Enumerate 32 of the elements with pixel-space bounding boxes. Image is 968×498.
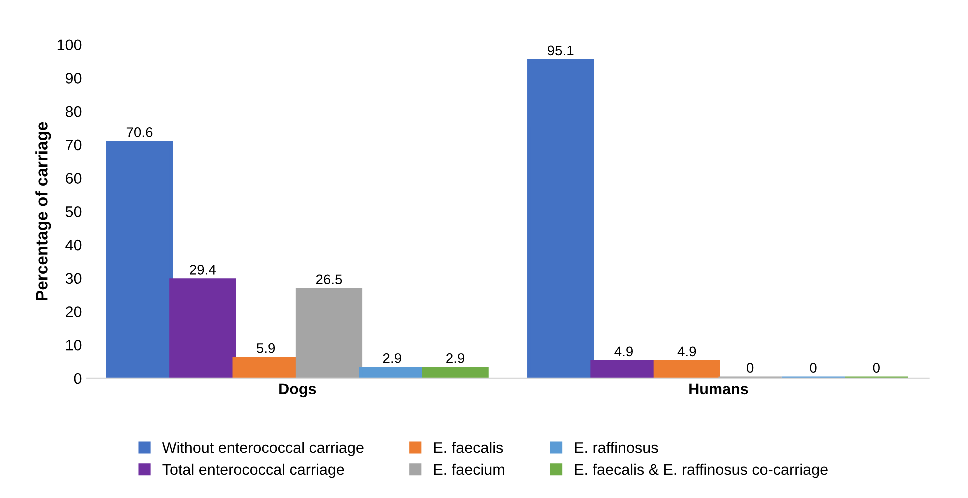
legend-label: Without enterococcal carriage (162, 442, 364, 456)
y-tick-label: 60 (66, 173, 82, 184)
data-label: 0 (873, 363, 880, 373)
x-tick-label: Humans (690, 384, 748, 395)
y-tick-label: 50 (66, 206, 82, 218)
legend-label: E. raffinosus (575, 442, 658, 454)
y-tick-label: 100 (58, 40, 82, 51)
data-label: 2.9 (446, 353, 465, 364)
legend-label: E. faecalis (434, 442, 504, 454)
data-label: 29.4 (190, 265, 216, 275)
y-tick-label: 20 (66, 306, 82, 318)
data-label: 4.9 (614, 346, 633, 357)
data-label: 26.5 (316, 274, 342, 285)
y-axis-title: Percentage of carriage (36, 122, 52, 300)
data-label: 5.9 (256, 343, 276, 354)
data-label: 70.6 (126, 128, 153, 138)
y-tick-label: 70 (66, 140, 82, 151)
data-label: 4.9 (678, 346, 696, 357)
y-tick-label: 40 (66, 240, 82, 251)
y-tick-label: 0 (74, 373, 82, 384)
y-tick-label: 10 (66, 340, 82, 351)
data-label: 0 (810, 363, 817, 373)
legend-label: E. faecium (434, 464, 504, 476)
legend-label: Total enterococcal carriage (162, 464, 344, 478)
y-tick-label: 80 (66, 106, 82, 118)
data-label: 0 (747, 363, 754, 373)
data-label: 95.1 (548, 46, 574, 56)
data-label: 2.9 (383, 353, 402, 364)
legend-label: E. faecalis & E. raffinosus co-carriage (575, 464, 828, 478)
x-tick-label: Dogs (280, 384, 316, 398)
y-tick-label: 90 (66, 73, 82, 84)
y-tick-label: 30 (66, 273, 82, 284)
